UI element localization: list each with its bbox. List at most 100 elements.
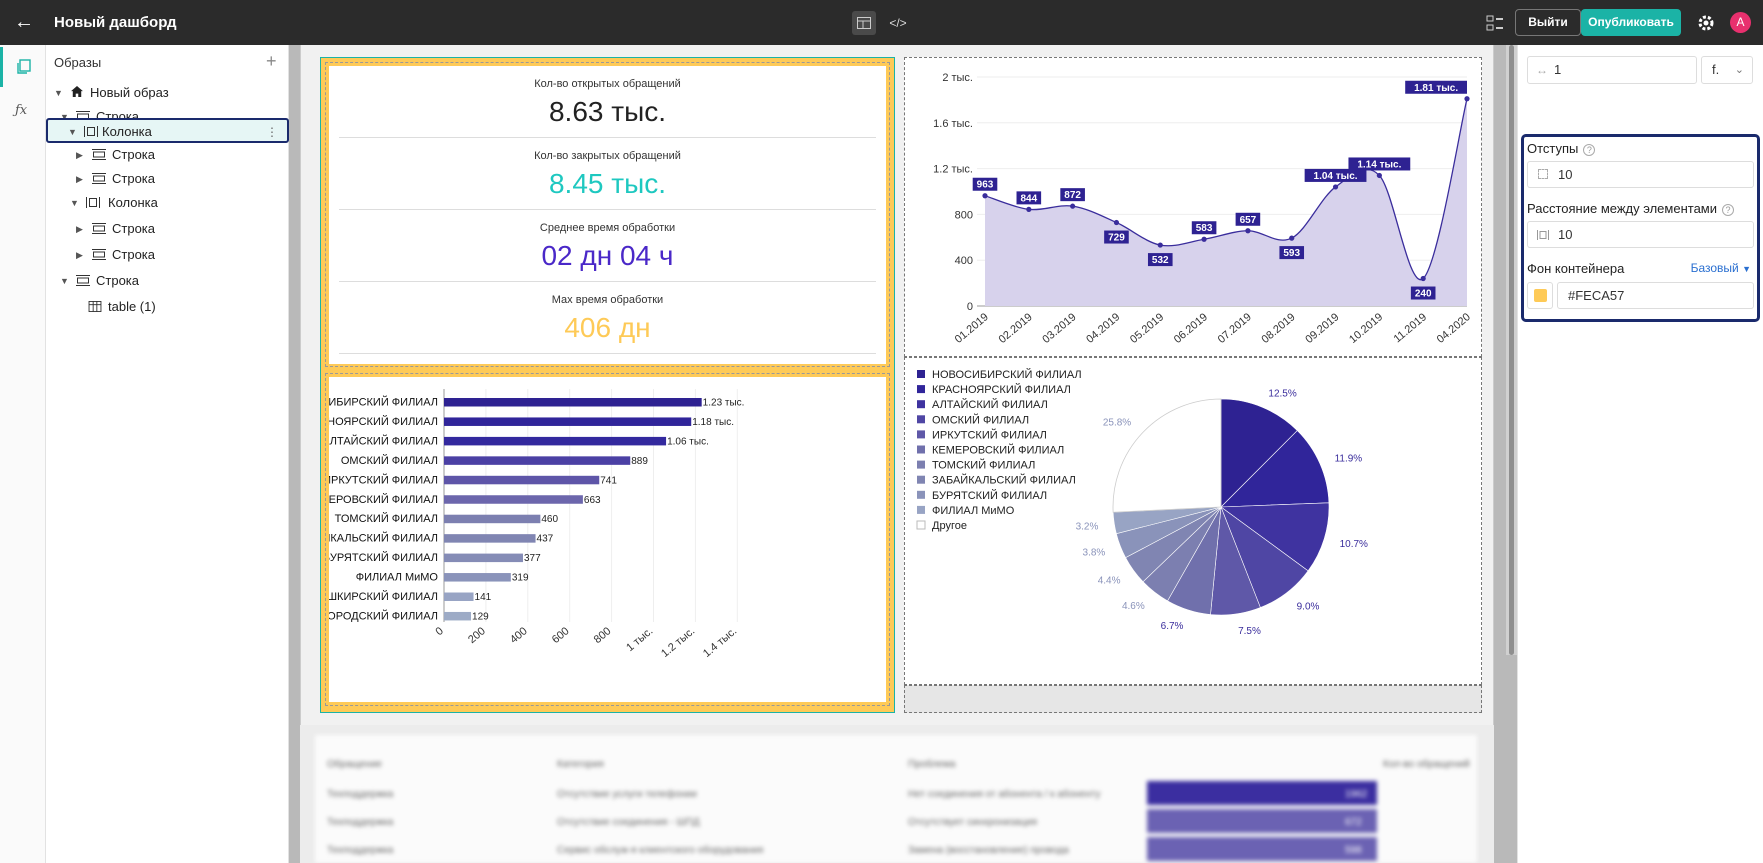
line-chart-card: 0 400 800 1.2 тыс. 1.6 тыс. 2 тыс. 963 01.2019 8… — [904, 57, 1482, 357]
legend-label[interactable]: ИРКУТСКИЙ ФИЛИАЛ — [932, 428, 1047, 441]
legend-label[interactable]: ЗАБАЙКАЛЬСКИЙ ФИЛИАЛ — [932, 474, 1076, 487]
bar[interactable] — [444, 398, 702, 407]
help-icon[interactable]: ? — [1583, 143, 1596, 156]
legend-swatch[interactable] — [917, 400, 925, 409]
data-point[interactable] — [1113, 219, 1120, 226]
legend-label[interactable]: ТОМСКИЙ ФИЛИАЛ — [932, 459, 1035, 472]
legend-swatch[interactable] — [917, 475, 925, 484]
data-point[interactable] — [1201, 236, 1207, 242]
pie-slice[interactable] — [1112, 398, 1222, 513]
add-button[interactable]: + — [266, 51, 277, 71]
tree-item-table[interactable]: table (1) — [46, 295, 289, 319]
bar[interactable] — [444, 514, 541, 524]
structure-icon[interactable] — [1484, 12, 1506, 34]
legend-swatch[interactable] — [917, 430, 925, 439]
x-tick-label: 600 — [550, 625, 572, 646]
publish-button[interactable]: Опубликовать — [1581, 9, 1681, 36]
layers-tab[interactable] — [0, 47, 46, 87]
help-icon[interactable]: ? — [1722, 203, 1734, 216]
bar[interactable] — [444, 495, 583, 504]
chevron-right-icon[interactable]: ▶ — [76, 224, 83, 234]
legend-swatch[interactable] — [916, 520, 926, 530]
legend-swatch[interactable] — [917, 505, 925, 514]
legend-label[interactable]: КРАСНОЯРСКИЙ ФИЛИАЛ — [932, 383, 1071, 396]
legend-label[interactable]: БУРЯТСКИЙ ФИЛИАЛ — [932, 489, 1047, 502]
legend-label[interactable]: ОМСКИЙ ФИЛИАЛ — [932, 413, 1029, 426]
data-point[interactable] — [1289, 235, 1295, 241]
bar[interactable] — [444, 534, 536, 543]
data-label-bg — [1016, 191, 1042, 205]
bar[interactable] — [444, 475, 600, 485]
chevron-right-icon[interactable]: ▶ — [76, 174, 83, 184]
gap-input[interactable]: 10 — [1527, 221, 1754, 248]
color-swatch[interactable] — [1527, 282, 1553, 309]
data-point[interactable] — [1420, 275, 1426, 282]
legend-swatch[interactable] — [917, 385, 925, 394]
chevron-down-icon[interactable]: ▼ — [70, 198, 79, 208]
data-point[interactable] — [1332, 184, 1339, 190]
width-unit-select[interactable]: f. ⌄ — [1701, 56, 1753, 84]
tree-item-column[interactable]: ▼ Колонка — [46, 191, 289, 215]
data-point[interactable] — [1157, 242, 1163, 248]
data-point[interactable] — [1070, 203, 1076, 209]
data-point[interactable] — [1376, 172, 1382, 179]
tree-item-row[interactable]: ▶ Строка — [46, 243, 289, 267]
width-input[interactable]: ↔ 1 — [1527, 56, 1697, 84]
bar[interactable] — [444, 573, 511, 582]
arrow-left-icon[interactable]: ← — [14, 11, 34, 33]
tree-item-row[interactable]: ▶ Строка — [46, 143, 289, 167]
chevron-right-icon[interactable]: ▶ — [76, 250, 83, 260]
tree-item-row[interactable]: ▶ Строка — [46, 217, 289, 241]
slice-label: 4.6% — [1122, 601, 1145, 612]
bar-value-label: 129 — [472, 611, 489, 622]
code-mode-button[interactable]: </> — [889, 16, 907, 30]
legend-swatch[interactable] — [917, 445, 925, 454]
legend-label[interactable]: НОВОСИБИРСКИЙ ФИЛИАЛ — [932, 368, 1082, 381]
data-point[interactable] — [1245, 228, 1251, 234]
layout-icon[interactable] — [852, 11, 876, 35]
chevron-down-icon[interactable]: ▼ — [68, 127, 77, 137]
pie-slice[interactable] — [1220, 398, 1298, 508]
chevron-down-icon[interactable]: ▼ — [54, 88, 63, 98]
table-cell: Отсутствие услуги телефонии — [557, 789, 697, 800]
legend-swatch[interactable] — [917, 490, 925, 499]
exit-button[interactable]: Выйти — [1515, 9, 1581, 36]
legend-label[interactable]: АЛТАЙСКИЙ ФИЛИАЛ — [932, 398, 1048, 411]
slice-label: 11.9% — [1335, 453, 1363, 464]
legend-label[interactable]: Другое — [932, 520, 967, 532]
bar[interactable] — [444, 592, 474, 602]
bar[interactable] — [444, 417, 692, 426]
tree-item-label: table (1) — [108, 299, 156, 314]
legend-swatch[interactable] — [917, 460, 925, 469]
bar[interactable] — [444, 553, 523, 563]
table-cell: Отсутствует синхронизация — [908, 817, 1038, 828]
tree-item-home[interactable]: ▼ Новый образ — [46, 81, 289, 105]
legend-swatch[interactable] — [917, 370, 925, 378]
chevron-down-icon[interactable]: ▼ — [60, 276, 69, 286]
tree-item-column-selected[interactable]: ▼ Колонка ⋮ — [46, 118, 289, 143]
pie-slice[interactable] — [1220, 502, 1330, 572]
data-point[interactable] — [1026, 206, 1032, 212]
tree-item-row[interactable]: ▶ Строка — [46, 167, 289, 191]
bar[interactable] — [444, 456, 631, 465]
avatar[interactable]: A — [1730, 12, 1751, 33]
formula-icon[interactable]: ƒx — [15, 103, 28, 118]
data-point[interactable] — [1464, 96, 1470, 102]
padding-input[interactable]: 10 — [1527, 161, 1754, 188]
data-point[interactable] — [982, 193, 988, 199]
bar[interactable] — [444, 611, 472, 621]
chevron-right-icon[interactable]: ▶ — [76, 150, 83, 160]
table-header: Проблема — [908, 759, 956, 770]
tree-item-row[interactable]: ▼ Строка — [46, 269, 289, 293]
legend-swatch[interactable] — [917, 415, 925, 424]
gear-icon[interactable] — [1695, 12, 1717, 34]
legend-label[interactable]: КЕМЕРОВСКИЙ ФИЛИАЛ — [932, 444, 1064, 457]
scrollbar[interactable] — [1506, 45, 1517, 655]
color-hex-input[interactable]: #FECA57 — [1557, 282, 1754, 309]
pie-slice[interactable] — [1220, 430, 1330, 508]
chevron-down-icon[interactable]: ▼ — [60, 112, 69, 122]
more-icon[interactable]: ⋮ — [266, 125, 278, 139]
bg-mode-select[interactable]: Базовый ▼ — [1690, 261, 1751, 275]
legend-label[interactable]: ФИЛИАЛ МиМО — [932, 505, 1015, 517]
bar[interactable] — [444, 436, 667, 446]
